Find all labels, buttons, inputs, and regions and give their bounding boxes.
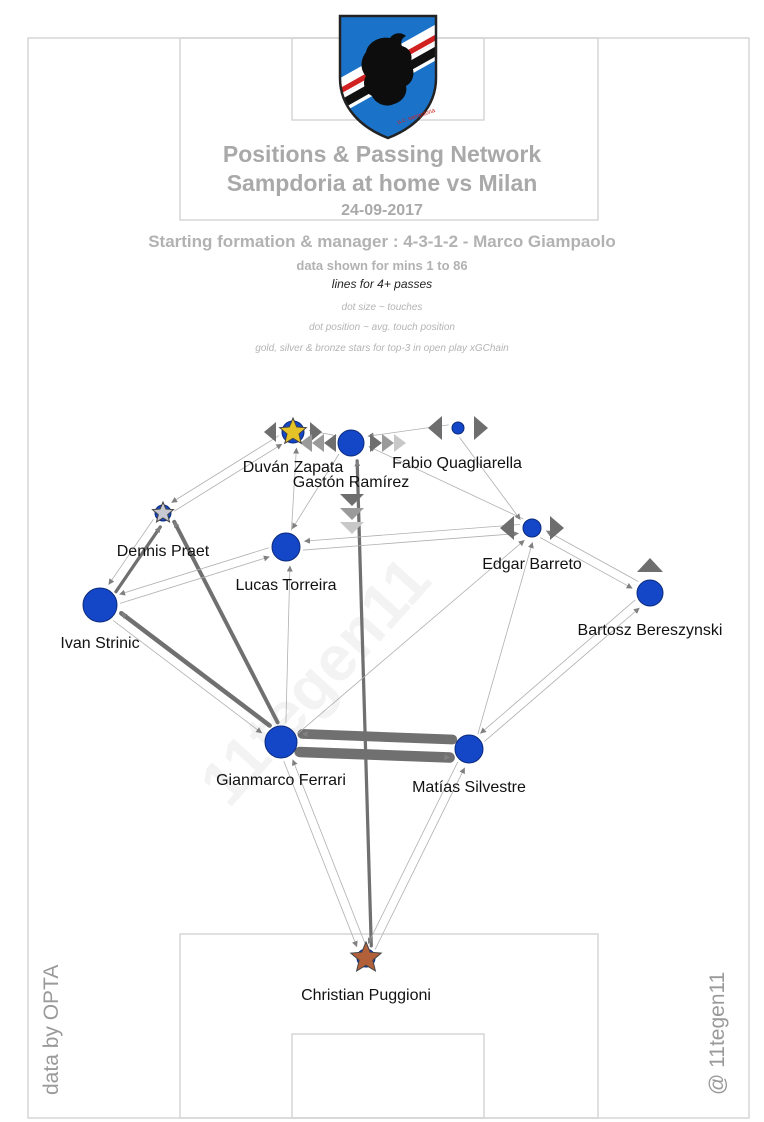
sub-off-marker [500,516,514,540]
gold-star-icon [278,416,308,445]
data-source-credit: data by OPTA [40,964,63,1095]
player-node-quagliarella [451,421,465,435]
minutes-text: data shown for mins 1 to 86 [296,258,468,273]
player-label-praet: Dennis Praet [116,543,210,560]
player-node-barreto [522,518,542,538]
player-label-torreira: Lucas Torreira [235,577,337,594]
pass-line-torreira-to-strinic [119,547,269,596]
pass-line-zapata-to-praet [171,435,280,503]
player-node-silvestre [454,734,484,764]
club-crest: u.c. sampdoria [338,14,438,140]
sub-off-marker [474,416,488,440]
player-label-silvestre: Matías Silvestre [412,779,526,796]
sub-off-marker [310,422,322,442]
sub-marker [340,522,364,534]
pass-line-ferrari-to-silvestre [294,746,455,763]
player-label-barreto: Edgar Barreto [482,556,582,573]
pass-line-ramirez-to-torreira [291,453,340,530]
player-node-bereszynski [636,579,664,607]
player-label-zapata: Duván Zapata [242,459,344,476]
player-node-ferrari [264,725,298,759]
sub-off-marker [324,434,336,452]
pass-line-ferrari-to-barreto [297,540,525,734]
pass-line-silvestre-to-puggioni [367,761,458,945]
legend-dot-position: dot position ~ avg. touch position [309,322,455,333]
pass-line-quagliarella-to-barreto [459,437,521,520]
legend-stars: gold, silver & bronze stars for top-3 in… [255,343,509,354]
sub-marker [340,494,364,506]
player-label-quagliarella: Fabio Quagliarella [392,455,522,472]
pass-line-barreto-to-torreira [304,524,521,544]
pass-line-barreto-to-ramirez [368,446,524,520]
player-node-strinic [82,587,118,623]
pass-line-ferrari-to-strinic [119,610,272,728]
sub-off-marker [300,434,312,452]
pass-line-torreira-to-zapata [291,447,300,531]
player-nodes [82,416,664,972]
sub-off-marker [394,434,406,452]
sub-off-marker [264,422,276,442]
pass-line-puggioni-to-ramirez [354,459,373,948]
pass-line-silvestre-to-ferrari [297,729,458,745]
sub-off-marker [428,416,442,440]
lines-note: lines for 4+ passes [331,277,433,291]
sub-off-marker [370,434,382,452]
sub-marker [340,508,364,520]
chart-subtitle: Sampdoria at home vs Milan [226,170,538,196]
player-label-bereszynski: Bartosz Bereszynski [577,622,723,639]
pass-line-bereszynski-to-barreto [545,530,639,582]
chart-title: Positions & Passing Network [222,141,542,167]
sub-off-marker [312,434,324,452]
sub-marker [637,558,663,572]
bronze-star-icon [349,940,383,972]
pass-line-puggioni-to-ferrari [291,759,367,946]
player-label-puggioni: Christian Puggioni [301,987,431,1004]
pass-line-ferrari-to-puggioni [283,760,358,948]
pass-line-strinic-to-praet [114,525,162,594]
player-label-strinic: Ivan Strinic [60,635,140,652]
player-node-ramirez [337,429,365,457]
pass-line-puggioni-to-silvestre [374,767,465,950]
player-label-ramirez: Gastón Ramírez [292,474,410,491]
pass-line-bereszynski-to-silvestre [480,599,636,734]
silver-star-icon [151,500,175,523]
pass-line-praet-to-strinic [108,519,154,585]
pass-line-ferrari-to-praet [172,519,280,725]
sub-off-marker [382,434,394,452]
pass-line-strinic-to-ferrari [112,620,263,734]
player-label-ferrari: Gianmarco Ferrari [216,772,346,789]
pass-line-strinic-to-torreira [120,555,270,604]
bottom-goal-area [291,1033,485,1119]
legend-dot-size: dot size ~ touches [341,302,423,313]
pass-line-silvestre-to-barreto [477,542,534,735]
pass-line-praet-to-zapata [174,443,283,512]
match-date: 24-09-2017 [341,202,423,219]
sailor-silhouette-icon [361,33,414,106]
pass-lines [108,424,640,950]
substitution-markers [264,416,663,572]
pass-line-silvestre-to-bereszynski [484,607,640,742]
player-node-torreira [271,532,301,562]
sub-off-marker [550,516,564,540]
author-credit: @ 11tegen11 [706,971,729,1095]
formation-text: Starting formation & manager : 4-3-1-2 -… [148,232,616,251]
pass-line-ferrari-to-torreira [285,565,293,724]
pass-line-barreto-to-bereszynski [539,537,633,589]
pass-line-torreira-to-barreto [302,530,519,551]
